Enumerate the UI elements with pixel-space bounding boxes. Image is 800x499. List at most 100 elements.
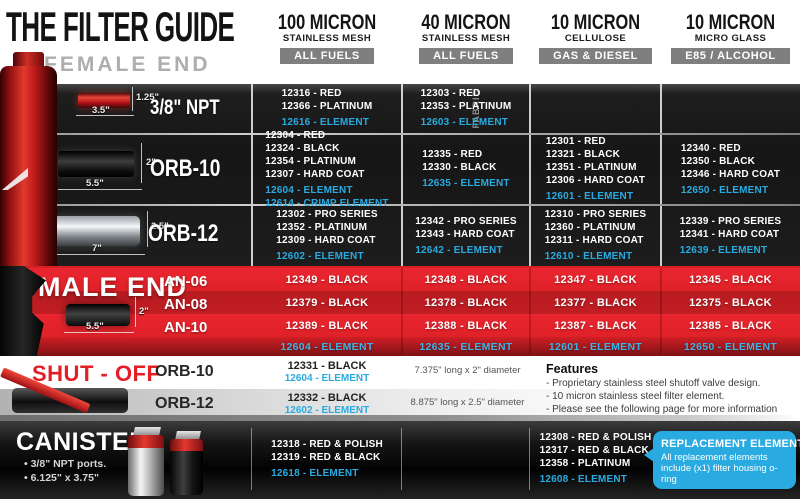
part-numbers: 12301 - RED 12321 - BLACK 12351 - PLATIN… bbox=[545, 136, 646, 187]
orb10-filter-image bbox=[58, 151, 134, 177]
element-number: 12604 - ELEMENT bbox=[284, 373, 370, 384]
row-label-an06: AN-06 bbox=[164, 273, 208, 290]
dimension-line bbox=[141, 143, 142, 183]
part-numbers: 12308 - RED & POLISH 12317 - RED & BLACK… bbox=[539, 432, 652, 470]
male-row-stripe bbox=[0, 337, 800, 356]
female-end-section: 1.25" 3.5" 3/8" NPT FABRIC 12316 - RED 1… bbox=[0, 84, 800, 266]
dimension-length: 7" bbox=[92, 243, 102, 254]
row-divider bbox=[0, 133, 800, 135]
part-number: 12331 - BLACK bbox=[287, 360, 367, 372]
element-number: 12602 - ELEMENT bbox=[284, 405, 370, 416]
canister-black-image bbox=[170, 451, 203, 495]
callout-title: REPLACEMENT ELEMENTS bbox=[661, 438, 800, 450]
column-media: MICRO GLASS bbox=[694, 33, 767, 44]
column-micron: 40 MICRON bbox=[421, 11, 511, 34]
dimension-length: 5.5" bbox=[86, 321, 104, 332]
canister-specs: • 3/8" NPT ports. • 6.125" x 3.75" bbox=[24, 458, 107, 484]
column-header-40-micron: 40 MICRON STAINLESS MESH ALL FUELS bbox=[402, 11, 530, 64]
element-numbers: 12635 - ELEMENT bbox=[422, 178, 510, 190]
column-micron: 10 MICRON bbox=[550, 11, 641, 34]
cell-male-element-40micron: 12635 - ELEMENT bbox=[419, 341, 513, 353]
cell-an06-10micron-cellulose: 12347 - BLACK bbox=[554, 274, 637, 286]
dimension-height: 2" bbox=[139, 306, 149, 317]
cell-orb12-10micron-cellulose: 12310 - PRO SERIES 12360 - PLATINUM 1231… bbox=[530, 206, 661, 266]
dimension-line bbox=[58, 189, 142, 190]
part-numbers: 12318 - RED & POLISH 12319 - RED & BLACK bbox=[271, 438, 383, 463]
dimension-line bbox=[64, 332, 134, 333]
cell-an06-100micron: 12349 - BLACK bbox=[285, 274, 369, 286]
callout-tail bbox=[644, 448, 654, 462]
element-numbers: 12603 - ELEMENT bbox=[420, 117, 509, 129]
element-numbers: 12608 - ELEMENT bbox=[539, 474, 628, 486]
size-spec: 7.375" long x 2" diameter bbox=[414, 365, 521, 376]
shutoff-section: SHUT - OFF ORB-10 12331 - BLACK 12604 - … bbox=[0, 356, 800, 421]
cell-an08-10micron-cellulose: 12377 - BLACK bbox=[554, 297, 637, 309]
part-numbers: 12303 - RED 12353 - PLATINUM bbox=[420, 88, 512, 113]
row-label-an08: AN-08 bbox=[164, 296, 208, 313]
column-media: STAINLESS MESH bbox=[421, 33, 511, 44]
column-divider bbox=[529, 428, 530, 490]
fuel-badge: ALL FUELS bbox=[280, 48, 374, 64]
column-divider bbox=[660, 84, 662, 266]
red-filter-image bbox=[0, 66, 57, 266]
features-title: Features bbox=[546, 362, 599, 376]
male-end-section: MALE END AN-06 AN-08 AN-10 2" 5.5" 12349… bbox=[0, 266, 800, 356]
page-title: THE FILTER GUIDE bbox=[6, 3, 235, 50]
fuel-badge: ALL FUELS bbox=[419, 48, 513, 64]
column-header-100-micron: 100 MICRON STAINLESS MESH ALL FUELS bbox=[252, 11, 402, 64]
column-divider bbox=[251, 428, 252, 490]
cell-canister-100micron: 12318 - RED & POLISH 12319 - RED & BLACK… bbox=[252, 427, 402, 491]
cell-canister-10micron-cellulose: 12308 - RED & POLISH 12317 - RED & BLACK… bbox=[530, 425, 661, 493]
element-numbers: 12602 - ELEMENT bbox=[276, 251, 364, 263]
cell-an08-100micron: 12379 - BLACK bbox=[285, 297, 369, 309]
cell-orb10-40micron: 12335 - RED 12330 - BLACK 12635 - ELEMEN… bbox=[402, 135, 530, 204]
part-numbers: 12310 - PRO SERIES 12360 - PLATINUM 1231… bbox=[544, 209, 647, 247]
cell-orb10-10micron-cellulose: 12301 - RED 12321 - BLACK 12351 - PLATIN… bbox=[530, 135, 661, 204]
callout-body: All replacement elements include (x1) fi… bbox=[661, 452, 778, 485]
element-numbers: 12618 - ELEMENT bbox=[271, 467, 359, 479]
dimension-height: 1.25" bbox=[136, 92, 159, 103]
column-divider bbox=[529, 84, 531, 266]
dimension-height: 2.5" bbox=[151, 221, 169, 232]
part-numbers: 12304 - RED 12324 - BLACK 12354 - PLATIN… bbox=[265, 130, 365, 180]
row-label-shutoff-orb12: ORB-12 bbox=[155, 395, 214, 412]
dimension-line bbox=[135, 297, 136, 327]
part-number: 12332 - BLACK bbox=[287, 392, 367, 404]
element-numbers: 12616 - ELEMENT bbox=[281, 117, 370, 129]
row-stripe bbox=[0, 389, 800, 415]
orb12-filter-image bbox=[52, 216, 140, 246]
cell-an10-10micron-cellulose: 12387 - BLACK bbox=[554, 320, 637, 332]
male-row-stripe bbox=[0, 314, 800, 337]
male-row-stripe bbox=[0, 291, 800, 314]
canister-polished-image bbox=[128, 448, 164, 496]
column-divider bbox=[401, 428, 402, 490]
row-label-npt: 3/8" NPT bbox=[150, 96, 220, 119]
part-numbers: 12335 - RED 12330 - BLACK bbox=[422, 149, 497, 174]
cell-an10-100micron: 12389 - BLACK bbox=[285, 320, 369, 332]
element-numbers: 12650 - ELEMENT bbox=[680, 184, 769, 196]
column-media: CELLULOSE bbox=[564, 33, 627, 44]
element-numbers: 12604 - ELEMENT 12614 - CRIMP ELEMENT bbox=[265, 185, 389, 209]
cell-an06-40micron: 12348 - BLACK bbox=[424, 274, 508, 286]
cell-an06-10micron-glass: 12345 - BLACK bbox=[689, 274, 772, 286]
column-divider bbox=[251, 84, 253, 266]
canister-cap-image bbox=[170, 439, 203, 451]
row-label-shutoff-orb10: ORB-10 bbox=[155, 363, 214, 380]
row-label-an10: AN-10 bbox=[164, 319, 208, 336]
size-spec: 8.875" long x 2.5" diameter bbox=[410, 397, 525, 408]
part-numbers: 12340 - RED 12350 - BLACK 12346 - HARD C… bbox=[680, 142, 781, 180]
dimension-line bbox=[132, 87, 133, 111]
male-filter-image bbox=[66, 304, 130, 326]
cell-male-element-10micron-cellulose: 12601 - ELEMENT bbox=[548, 341, 643, 353]
column-divider bbox=[660, 268, 662, 354]
part-numbers: 12342 - PRO SERIES 12343 - HARD COAT bbox=[415, 215, 517, 240]
replacement-elements-callout: REPLACEMENT ELEMENTS All replacement ele… bbox=[653, 431, 800, 489]
column-micron: 10 MICRON bbox=[685, 11, 776, 34]
dimension-height: 2" bbox=[146, 157, 156, 168]
cell-orb12-10micron-glass: 12339 - PRO SERIES 12341 - HARD COAT 126… bbox=[661, 206, 800, 266]
dimension-length: 3.5" bbox=[92, 105, 110, 116]
fuel-badge: E85 / ALCOHOL bbox=[671, 48, 790, 64]
dimension-line bbox=[147, 211, 148, 247]
column-divider bbox=[401, 268, 403, 354]
